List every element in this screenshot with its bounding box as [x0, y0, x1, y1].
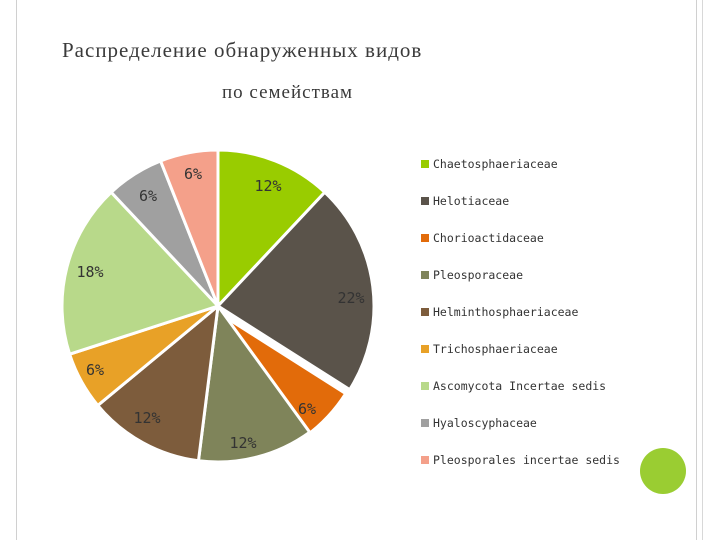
pie-slice-pleosporaceae — [196, 302, 312, 464]
legend-swatch-chorioactidaceae — [421, 234, 429, 242]
legend-swatch-helminthosphaeriaceae — [421, 308, 429, 316]
legend-swatch-chaetosphaeriaceae — [421, 160, 429, 168]
data-label-chorioactidaceae: 6% — [298, 400, 316, 418]
chart-title-line-2: по семействам — [222, 82, 354, 103]
data-label-helminthosphaeriaceae: 12% — [133, 409, 160, 427]
legend-swatch-helotiaceae — [421, 197, 429, 205]
legend-swatch-ascomycota-incertae-sedis — [421, 382, 429, 390]
data-label-chaetosphaeriaceae: 12% — [254, 177, 281, 195]
legend-label-helminthosphaeriaceae: Helminthosphaeriaceae — [433, 305, 578, 319]
data-label-ascomycota-incertae-sedis: 18% — [76, 263, 103, 281]
legend-label-helotiaceae: Helotiaceae — [433, 194, 509, 208]
legend-swatch-hyaloscyphaceae — [421, 419, 429, 427]
data-label-trichosphaeriaceae: 6% — [86, 361, 104, 379]
legend-label-pleosporaceae: Pleosporaceae — [433, 268, 523, 282]
data-label-pleosporaceae: 12% — [229, 434, 256, 452]
data-label-hyaloscyphaceae: 6% — [139, 187, 157, 205]
pie-slice-ascomycota-incertae-sedis — [60, 190, 221, 357]
legend-label-chorioactidaceae: Chorioactidaceae — [433, 231, 544, 245]
legend-swatch-pleosporaceae — [421, 271, 429, 279]
data-label-helotiaceae: 22% — [337, 289, 364, 307]
pie-slice-pleosporales-incertae-sedis — [158, 148, 220, 307]
frame-line-right-2 — [702, 0, 703, 540]
legend-swatch-trichosphaeriaceae — [421, 345, 429, 353]
frame-line-right — [696, 0, 697, 540]
pie-slice-helotiaceae — [215, 190, 376, 392]
data-label-pleosporales-incertae-sedis: 6% — [184, 165, 202, 183]
legend-label-hyaloscyphaceae: Hyaloscyphaceae — [433, 416, 537, 430]
legend-label-pleosporales-incertae-sedis: Pleosporales incertae sedis — [433, 453, 620, 467]
decorative-green-circle — [640, 448, 686, 494]
legend-label-chaetosphaeriaceae: Chaetosphaeriaceae — [433, 157, 558, 171]
chart-title-line-1: Распределение обнаруженных видов — [62, 38, 423, 62]
frame-line-left — [16, 0, 17, 540]
legend-label-ascomycota-incertae-sedis: Ascomycota Incertae sedis — [433, 379, 606, 393]
legend-swatch-pleosporales-incertae-sedis — [421, 456, 429, 464]
pie-slice-chaetosphaeriaceae — [216, 148, 327, 310]
legend-label-trichosphaeriaceae: Trichosphaeriaceae — [433, 342, 558, 356]
pie-slice-helminthosphaeriaceae — [95, 302, 220, 463]
